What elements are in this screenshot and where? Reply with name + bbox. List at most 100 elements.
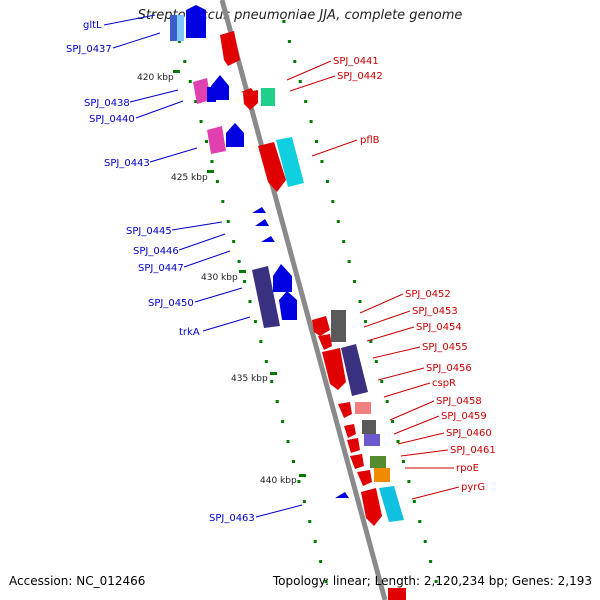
gene-SPJ_0442[interactable] <box>261 88 275 106</box>
gene-SPJ_0454[interactable] <box>318 334 332 350</box>
label-SPJ_0450[interactable]: SPJ_0450 <box>148 298 194 309</box>
track-tick <box>331 200 335 203</box>
label-SPJ_0443[interactable]: SPJ_0443 <box>104 158 150 169</box>
track-tick <box>369 340 373 343</box>
track-tick <box>412 500 416 503</box>
track-tick <box>298 80 302 83</box>
scale-labels: 420 kbp 425 kbp 430 kbp 435 kbp 440 kbp <box>137 73 297 486</box>
track-tick <box>336 220 340 223</box>
track-tick <box>308 520 312 523</box>
label-SPJ_0459[interactable]: SPJ_0459 <box>441 411 487 422</box>
track-tick <box>291 460 295 463</box>
track-tick <box>304 100 308 103</box>
scale-label-440: 440 kbp <box>260 476 297 486</box>
scale-label-420: 420 kbp <box>137 73 174 83</box>
track-tick <box>309 120 313 123</box>
label-pyrG[interactable]: pyrG <box>461 482 485 493</box>
label-trkA[interactable]: trkA <box>179 327 200 338</box>
gene-SPJ_0437[interactable] <box>186 10 206 38</box>
label-SPJ_0460[interactable]: SPJ_0460 <box>446 428 492 439</box>
track-tick <box>396 440 400 443</box>
track-tick <box>401 460 405 463</box>
label-SPJ_0458[interactable]: SPJ_0458 <box>436 396 482 407</box>
label-SPJ_0441[interactable]: SPJ_0441 <box>333 56 379 67</box>
label-SPJ_0452[interactable]: SPJ_0452 <box>405 289 451 300</box>
gene-SPJ_0460[interactable] <box>347 438 360 453</box>
gene-pflB[interactable] <box>258 142 286 192</box>
label-pflB[interactable]: pflB <box>360 135 380 146</box>
track-tick <box>264 360 268 363</box>
label-SPJ_0437[interactable]: SPJ_0437 <box>66 44 112 55</box>
label-SPJ_0463[interactable]: SPJ_0463 <box>209 513 255 524</box>
track-tick <box>248 300 252 303</box>
gene-SPJ_0458[interactable] <box>344 424 356 438</box>
gene-cspR[interactable] <box>338 402 352 418</box>
track-tick <box>215 180 219 183</box>
track-tick <box>423 540 427 543</box>
label-gltL[interactable]: gltL <box>83 20 102 31</box>
label-SPJ_0461[interactable]: SPJ_0461 <box>450 445 496 456</box>
scale-tick-marks <box>173 70 306 477</box>
gene-SPJ_0459[interactable] <box>362 420 376 434</box>
track-tick <box>199 120 203 123</box>
track-tick <box>194 100 198 103</box>
track-tick <box>275 400 279 403</box>
gene-SPJ_0461[interactable] <box>350 454 364 469</box>
track-tick <box>297 480 301 483</box>
gene-SPJ_0440[interactable] <box>211 75 229 100</box>
gene-SPJ_0450[interactable] <box>252 266 280 328</box>
track-tick <box>210 160 214 163</box>
track-tick <box>237 260 241 263</box>
track-tick <box>282 20 286 23</box>
label-cspR[interactable]: cspR <box>432 378 456 389</box>
track-tick <box>205 140 209 143</box>
gene-SPJ_0443[interactable] <box>207 126 226 154</box>
label-SPJ_0456[interactable]: SPJ_0456 <box>426 363 472 374</box>
gene-SPJ_0456[interactable] <box>341 344 368 396</box>
accession-text: Accession: NC_012466 <box>9 574 146 588</box>
track-tick <box>319 560 323 563</box>
track-tick <box>177 40 181 43</box>
track-tick <box>429 560 433 563</box>
track-tick <box>380 380 384 383</box>
track-tick <box>287 40 291 43</box>
gene-pyrG-red[interactable] <box>357 470 372 486</box>
track-tick <box>243 280 247 283</box>
left-leader-lines <box>103 14 303 518</box>
label-SPJ_0445[interactable]: SPJ_0445 <box>126 226 172 237</box>
label-SPJ_0438[interactable]: SPJ_0438 <box>84 98 130 109</box>
gene-pyrG[interactable] <box>361 488 382 526</box>
gene-SPJ_0438[interactable] <box>193 78 211 104</box>
gene-SPJ_0446[interactable] <box>255 219 269 226</box>
track-tick <box>363 320 367 323</box>
label-SPJ_0455[interactable]: SPJ_0455 <box>422 342 468 353</box>
track-tick <box>320 160 324 163</box>
gene-SPJ_0447[interactable] <box>261 236 275 242</box>
gene-SPJ_0463[interactable] <box>335 492 349 498</box>
track-tick <box>259 340 263 343</box>
scale-ticks <box>172 20 438 583</box>
track-tick <box>253 320 257 323</box>
track-tick <box>302 500 306 503</box>
label-rpoE[interactable]: rpoE <box>456 463 479 474</box>
label-SPJ_0446[interactable]: SPJ_0446 <box>133 246 179 257</box>
gene-rpoE[interactable] <box>370 456 386 468</box>
label-SPJ_0440[interactable]: SPJ_0440 <box>89 114 135 125</box>
track-tick <box>293 60 297 63</box>
gene-top-red[interactable] <box>220 31 240 66</box>
label-SPJ_0442[interactable]: SPJ_0442 <box>337 71 383 82</box>
track-tick <box>342 240 346 243</box>
gene-SPJ_0452[interactable] <box>312 316 330 336</box>
track-tick <box>353 280 357 283</box>
scale-label-425: 425 kbp <box>171 173 208 183</box>
left-genes <box>170 5 349 498</box>
label-SPJ_0453[interactable]: SPJ_0453 <box>412 306 458 317</box>
label-SPJ_0447[interactable]: SPJ_0447 <box>138 263 184 274</box>
gene-trkA[interactable] <box>273 264 292 292</box>
track-tick <box>347 260 351 263</box>
gene-SPJ_0453[interactable] <box>331 310 346 342</box>
label-SPJ_0454[interactable]: SPJ_0454 <box>416 322 462 333</box>
gene-SPJ_0455[interactable] <box>322 348 346 390</box>
gene-SPJ_0445[interactable] <box>252 207 266 213</box>
